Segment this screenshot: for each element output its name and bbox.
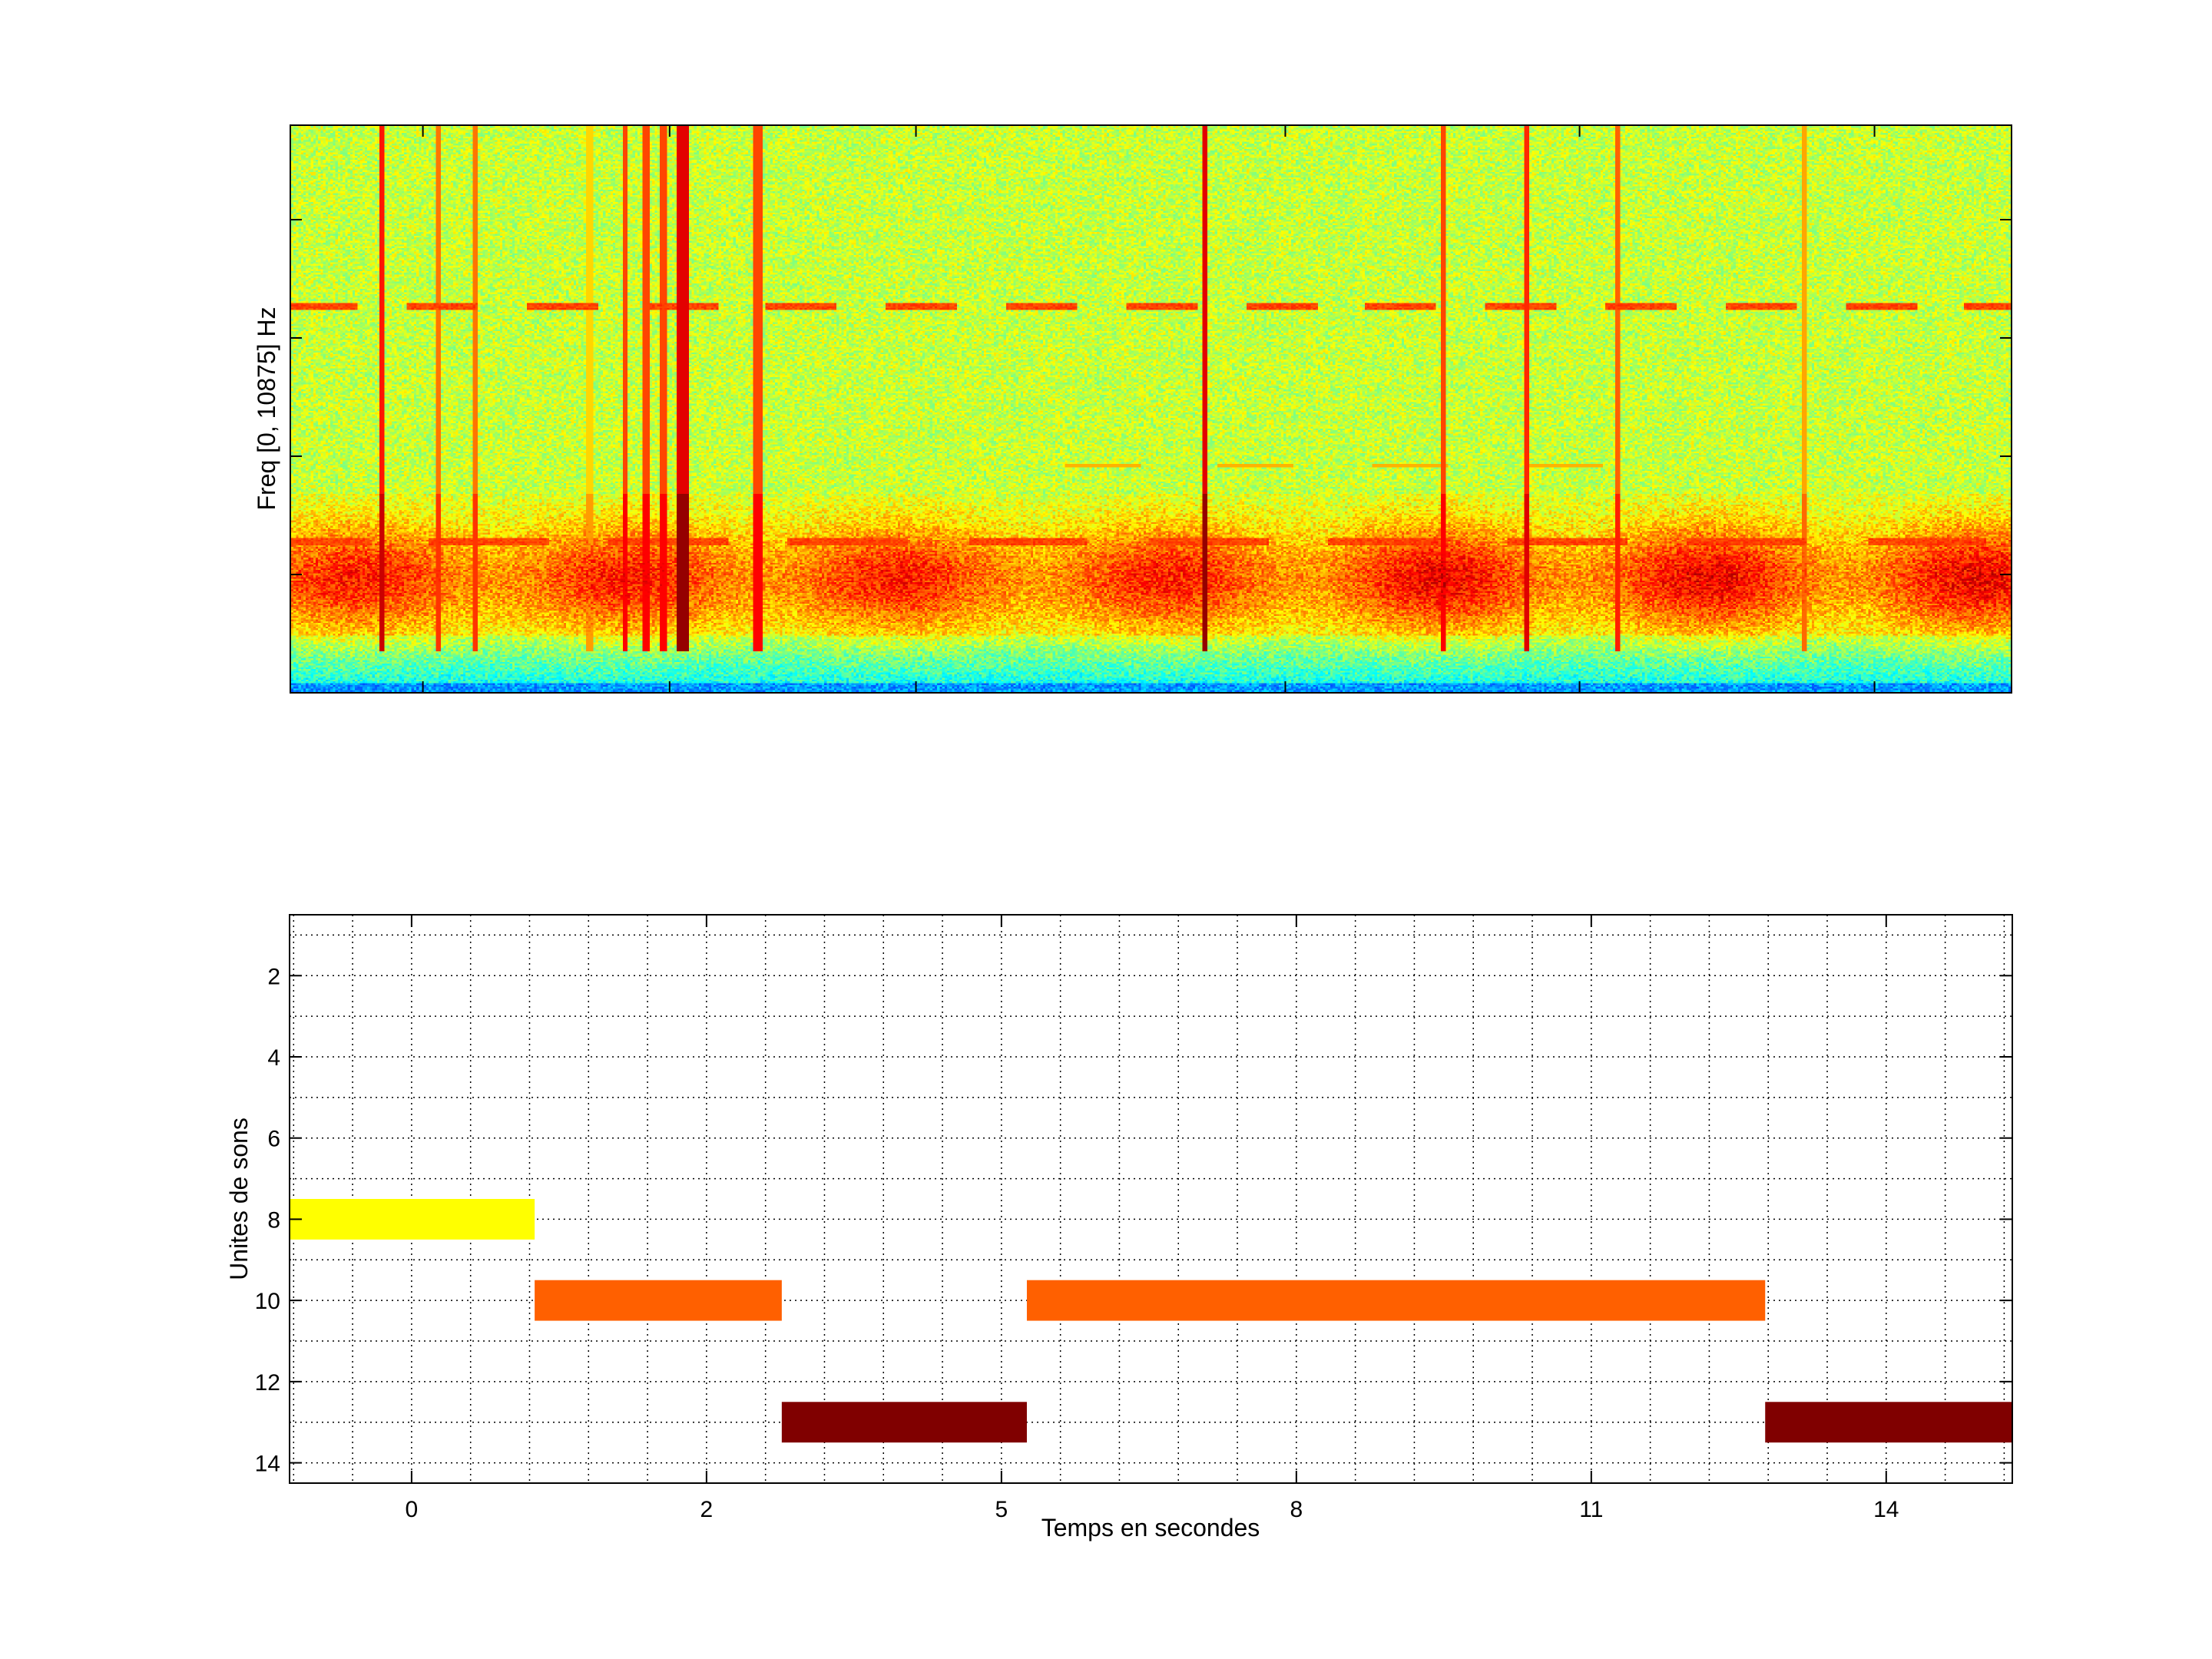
y-tick-label: 10 — [255, 1289, 280, 1314]
segment-axes-frame — [289, 914, 2013, 1484]
segment-bar-unit-8 — [290, 1199, 535, 1240]
y-tick-label: 8 — [267, 1207, 280, 1233]
y-tick-label: 6 — [267, 1127, 280, 1152]
x-tick-label: 0 — [406, 1497, 419, 1522]
segment-bars — [290, 1199, 2012, 1443]
segment-bar-unit-13 — [1765, 1402, 2012, 1443]
y-tick-label: 12 — [255, 1370, 280, 1396]
segment-xlabel: Temps en secondes — [1041, 1514, 1260, 1541]
spectrogram-ticks — [290, 124, 2012, 694]
segment-grid — [290, 915, 2012, 1483]
y-tick-label: 4 — [267, 1045, 280, 1071]
y-tick-label: 14 — [255, 1452, 280, 1477]
x-tick-label: 8 — [1290, 1497, 1303, 1522]
y-tick-label: 2 — [267, 964, 280, 989]
segment-ylabel: Unites de sons — [225, 1118, 253, 1280]
spectrogram-axes — [290, 124, 2012, 694]
segment-bar-unit-10 — [1026, 1280, 1766, 1321]
segment-ticks: 0 2 5 8 11 14 2 4 6 8 10 12 14 — [255, 915, 2012, 1522]
x-tick-label: 14 — [1873, 1497, 1899, 1522]
spectrogram-image — [291, 126, 2011, 692]
segment-bar-unit-13 — [781, 1402, 1027, 1443]
x-tick-label: 5 — [995, 1497, 1008, 1522]
spectrogram-ylabel: Freq [0, 10875] Hz — [253, 306, 280, 510]
segment-bar-unit-10 — [535, 1280, 782, 1321]
x-tick-label: 11 — [1579, 1497, 1603, 1522]
x-tick-label: 2 — [700, 1497, 714, 1522]
